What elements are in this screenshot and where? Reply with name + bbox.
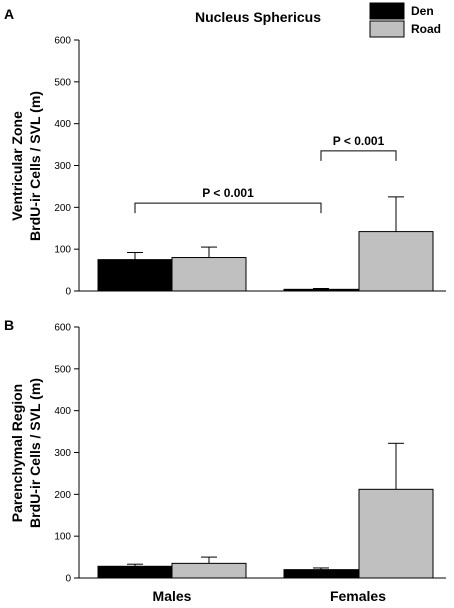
- bar-a-females-den: [283, 288, 359, 292]
- legend: Den Road: [369, 2, 441, 38]
- y-tick-label-a-400: 400: [54, 119, 71, 130]
- y-tick-label-b-500: 500: [54, 364, 71, 375]
- bar-b-females-road: [358, 488, 434, 579]
- bar-b-females-den: [283, 569, 359, 579]
- legend-swatch-road: [369, 20, 405, 38]
- y-tick-label-b-600: 600: [54, 323, 71, 334]
- y-tick-label-a-300: 300: [54, 161, 71, 172]
- panel-b-plot: 0 100 200 300 400 500 600: [54, 323, 446, 585]
- bar-a-males-road: [171, 257, 247, 292]
- panel-a-plot: 0 100 200 300 400 500 600 P < 0.001 P < 0.001: [54, 36, 446, 298]
- y-tick-label-a-0: 0: [65, 287, 71, 298]
- bar-a-females-road: [358, 231, 434, 292]
- panel-a-ylabel-line1: Ventricular Zone: [9, 111, 25, 221]
- panel-b-ylabel-line1: Parenchymal Region: [9, 384, 25, 523]
- y-tick-label-b-200: 200: [54, 490, 71, 501]
- legend-swatch-den: [369, 2, 405, 20]
- significance-bracket-2: [320, 150, 397, 161]
- significance-label-2: P < 0.001: [333, 134, 385, 148]
- category-label-males: Males: [153, 588, 192, 604]
- y-tick-label-a-100: 100: [54, 245, 71, 256]
- y-tick-label-a-600: 600: [54, 36, 71, 47]
- legend-label-road: Road: [411, 22, 441, 36]
- panel-b-ylabel-line2: BrdU-ir Cells / SVL (m): [27, 378, 43, 528]
- y-tick-label-b-300: 300: [54, 448, 71, 459]
- y-tick-label-b-0: 0: [65, 574, 71, 585]
- y-tick-label-b-400: 400: [54, 406, 71, 417]
- y-tick-label-a-500: 500: [54, 77, 71, 88]
- y-tick-label-b-100: 100: [54, 532, 71, 543]
- significance-bracket-1: [134, 202, 322, 214]
- panel-a-ylabel-line2: BrdU-ir Cells / SVL (m): [27, 91, 43, 241]
- panel-a-label: A: [4, 6, 14, 22]
- category-label-females: Females: [330, 588, 386, 604]
- bar-b-males-den: [97, 565, 173, 579]
- chart-title: Nucleus Sphericus: [195, 9, 321, 25]
- bar-a-males-den: [97, 259, 173, 292]
- bar-b-males-road: [171, 562, 247, 579]
- y-tick-label-a-200: 200: [54, 203, 71, 214]
- significance-label-1: P < 0.001: [202, 186, 254, 200]
- panel-b-label: B: [4, 317, 14, 333]
- legend-label-den: Den: [411, 4, 434, 18]
